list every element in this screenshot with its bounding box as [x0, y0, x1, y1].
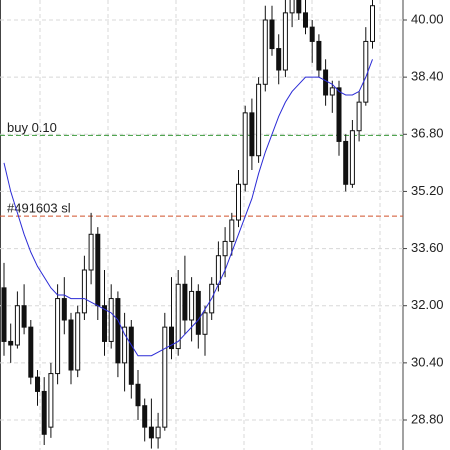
- candle-body: [95, 233, 101, 307]
- candle-body: [28, 326, 34, 378]
- candle-body: [256, 83, 262, 157]
- candle-body: [68, 319, 74, 371]
- candle-body: [14, 305, 20, 346]
- candle-body: [195, 290, 201, 335]
- y-tick-label: 30.40: [411, 354, 444, 369]
- candle-body: [55, 298, 61, 375]
- candle-body: [135, 383, 141, 407]
- candle-body: [155, 426, 161, 439]
- candle-body: [323, 69, 329, 96]
- y-tick-label: 40.00: [411, 11, 444, 26]
- candle-body: [1, 287, 7, 342]
- candle-body: [48, 373, 54, 428]
- level-label: #491603 sl: [7, 201, 71, 216]
- y-tick-label: 38.40: [411, 69, 444, 84]
- candle-body: [75, 312, 81, 371]
- candle-body: [262, 19, 268, 85]
- candle-body: [349, 130, 355, 185]
- candle-body: [356, 101, 362, 132]
- candle-body: [115, 298, 121, 364]
- candle-body: [303, 12, 308, 28]
- candle-body: [81, 269, 87, 314]
- candle-body: [61, 298, 67, 321]
- candle-body: [296, 0, 302, 14]
- candle-body: [249, 112, 255, 157]
- candle-body: [316, 40, 322, 71]
- candle-body: [215, 255, 221, 285]
- candle-body: [329, 87, 335, 96]
- candle-body: [222, 240, 228, 257]
- candle-body: [8, 340, 14, 346]
- candle-body: [363, 40, 369, 103]
- level-label: buy 0.10: [7, 120, 57, 135]
- y-tick-label: 36.80: [411, 126, 444, 141]
- candle-body: [276, 48, 282, 71]
- candle-body: [122, 326, 128, 364]
- vertical-grid: [39, 0, 381, 450]
- candle-body: [162, 326, 168, 428]
- candle-body: [169, 326, 174, 350]
- candle-body: [142, 405, 148, 428]
- candle-body: [88, 233, 94, 271]
- candle-body: [370, 5, 375, 42]
- candle-body: [343, 140, 349, 185]
- candle-body: [309, 26, 315, 42]
- candle-body: [41, 390, 47, 435]
- y-tick-label: 28.80: [411, 411, 444, 426]
- moving-average: [3, 59, 373, 357]
- candle-body: [242, 112, 248, 185]
- candle-body: [128, 326, 134, 385]
- candle-body: [336, 87, 342, 142]
- candle-body: [35, 376, 40, 392]
- y-tick-label: 32.00: [411, 297, 444, 312]
- candle-body: [202, 312, 208, 335]
- candle-body: [21, 305, 27, 328]
- candle-body: [189, 290, 195, 321]
- y-tick-label: 35.20: [411, 183, 444, 198]
- candle-body: [282, 12, 288, 71]
- candle-body: [175, 283, 181, 350]
- candle-body: [269, 19, 275, 50]
- candle-body: [108, 298, 114, 342]
- candle-body: [289, 0, 295, 14]
- candle-body: [229, 219, 235, 242]
- candle-body: [182, 283, 188, 321]
- y-tick-label: 33.60: [411, 240, 444, 255]
- candle-body: [148, 426, 154, 439]
- candle-body: [236, 183, 241, 221]
- candle-body: [102, 305, 107, 342]
